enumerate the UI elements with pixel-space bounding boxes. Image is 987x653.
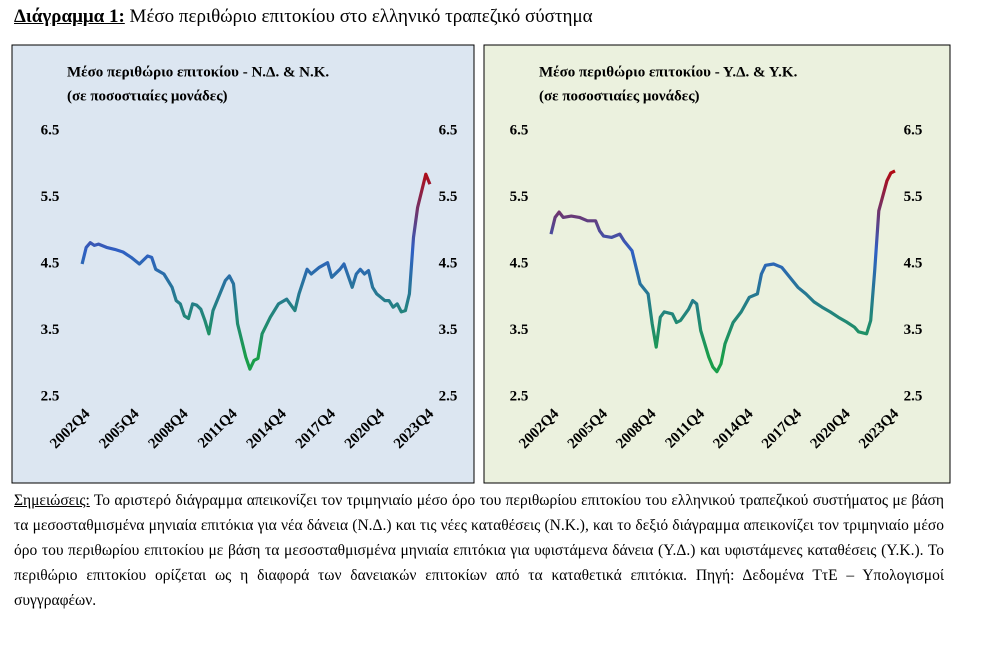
y-tick-label-right: 2.5 [904, 388, 923, 404]
y-tick-label-right: 6.5 [904, 122, 923, 138]
charts: Μέσο περιθώριο επιτοκίου - Ν.Δ. & Ν.Κ. (σ… [11, 44, 951, 484]
chart-subtitle: (σε ποσοστιαίες μονάδες) [67, 88, 228, 104]
y-tick-label: 6.5 [41, 122, 60, 138]
y-tick-label-right: 5.5 [439, 189, 458, 205]
y-tick-label: 5.5 [41, 189, 60, 205]
y-tick-label-right: 2.5 [439, 388, 458, 404]
notes-text: Το αριστερό διάγραμμα απεικονίζει τον τρ… [14, 492, 944, 609]
y-tick-label: 2.5 [41, 388, 60, 404]
y-tick-label: 6.5 [510, 122, 529, 138]
y-tick-label: 5.5 [510, 189, 529, 205]
panel [11, 44, 475, 484]
header-label: Διάγραμμα 1: [14, 6, 125, 27]
y-tick-label-right: 3.5 [439, 322, 458, 338]
y-tick-label: 4.5 [510, 255, 529, 271]
chart-subtitle: (σε ποσοστιαίες μονάδες) [539, 88, 700, 104]
y-tick-label-right: 4.5 [439, 255, 458, 271]
notes: Σημειώσεις: Το αριστερό διάγραμμα απεικο… [14, 488, 944, 613]
y-tick-label-right: 4.5 [904, 255, 923, 271]
header: Διάγραμμα 1: Μέσο περιθώριο επιτοκίου στ… [14, 6, 593, 28]
y-tick-label: 3.5 [41, 322, 60, 338]
y-tick-label: 3.5 [510, 322, 529, 338]
chart-title: Μέσο περιθώριο επιτοκίου - Ν.Δ. & Ν.Κ. [67, 64, 329, 80]
panel [483, 44, 951, 484]
header-title: Μέσο περιθώριο επιτοκίου στο ελληνικό τρ… [129, 6, 593, 27]
chart-title: Μέσο περιθώριο επιτοκίου - Υ.Δ. & Υ.Κ. [539, 64, 798, 80]
y-tick-label-right: 6.5 [439, 122, 458, 138]
data-line [549, 169, 896, 374]
y-tick-label-right: 3.5 [904, 322, 923, 338]
y-tick-label: 4.5 [41, 255, 60, 271]
y-tick-label: 2.5 [510, 388, 529, 404]
notes-label: Σημειώσεις: [14, 492, 90, 509]
y-tick-label-right: 5.5 [904, 189, 923, 205]
data-line [80, 172, 432, 371]
